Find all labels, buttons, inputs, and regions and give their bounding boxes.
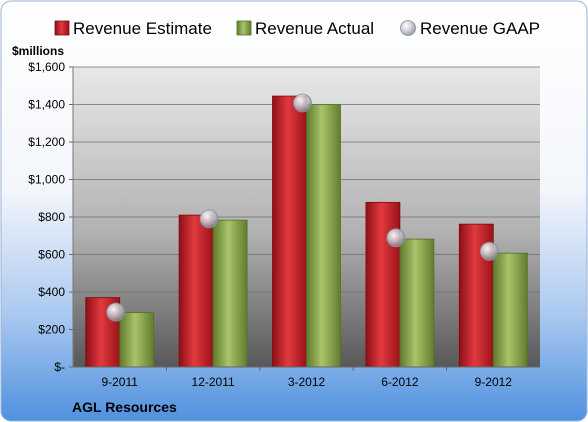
bar-revenue-actual [119, 312, 155, 368]
marker-revenue-gaap [293, 93, 312, 113]
y-tick-label: $- [54, 360, 65, 374]
legend-swatch-estimate [54, 20, 70, 36]
x-tick-label: 9-2012 [475, 375, 513, 389]
marker-revenue-gaap [199, 209, 219, 229]
y-tick-label: $400 [38, 285, 65, 299]
x-tick-label: 12-2011 [192, 375, 235, 389]
gaap-markers [106, 93, 499, 322]
x-tick-label: 3-2012 [288, 375, 326, 389]
y-tick-label: $200 [38, 323, 65, 337]
legend-label-actual: Revenue Actual [255, 19, 374, 38]
legend: Revenue Estimate Revenue Actual Revenue … [54, 19, 540, 38]
y-axis-label: $millions [12, 44, 64, 58]
marker-revenue-gaap [386, 228, 406, 248]
y-tick-label: $800 [38, 210, 65, 224]
legend-label-gaap: Revenue GAAP [420, 19, 540, 38]
bar-revenue-estimate [272, 95, 307, 368]
bar-revenue-actual [399, 238, 435, 368]
bar-revenue-actual [492, 252, 528, 368]
y-axis-ticks: $- $200 $400 $600 $800 $1,000 $1,200 $1,400 $1,6… [28, 60, 73, 374]
marker-revenue-gaap [106, 302, 126, 322]
y-tick-label: $600 [38, 248, 65, 262]
bar-revenue-estimate [365, 201, 401, 368]
y-tick-label: $1,200 [28, 135, 65, 149]
legend-swatch-gaap [400, 20, 416, 36]
y-tick-label: $1,400 [28, 98, 65, 112]
y-tick-label: $1,600 [28, 60, 65, 74]
marker-revenue-gaap [479, 241, 499, 261]
bar-revenue-actual [212, 219, 248, 368]
x-axis-ticks: 9-2011 12-2011 3-2012 6-2012 9-2012 [101, 367, 512, 389]
x-tick-label: 6-2012 [381, 375, 419, 389]
y-tick-label: $1,000 [28, 173, 65, 187]
bar-revenue-actual [306, 104, 341, 368]
legend-swatch-actual [236, 20, 252, 36]
legend-label-estimate: Revenue Estimate [73, 19, 212, 38]
bar-revenue-estimate [178, 214, 214, 368]
x-tick-label: 9-2011 [101, 375, 138, 389]
company-name: AGL Resources [72, 399, 177, 415]
